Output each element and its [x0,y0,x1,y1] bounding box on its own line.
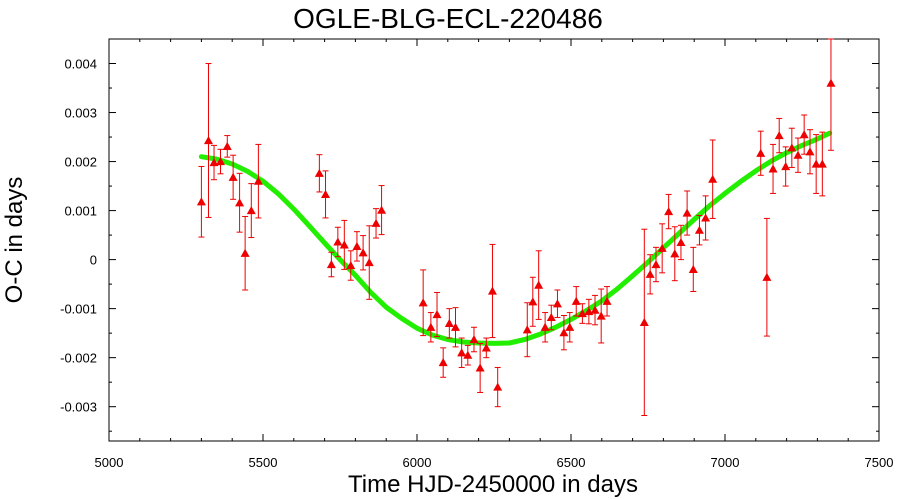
data-point [540,322,550,331]
data-point [438,358,448,367]
data-point [339,240,349,249]
data-point [444,318,454,327]
data-point [203,135,213,145]
data-point [457,348,467,357]
chart-title: OGLE-BLG-ECL-220486 [293,3,603,34]
data-point [451,322,460,331]
data-point [639,317,649,326]
data-point [481,343,491,352]
data-point [565,322,575,331]
y-tick-label: 0.002 [64,155,97,170]
data-point [756,148,766,157]
y-tick-label: 0.001 [64,204,97,219]
data-point [426,322,436,331]
data-point [571,296,581,305]
data-point [522,325,532,334]
y-tick-label: 0.004 [64,57,97,72]
data-point [768,164,778,173]
data-point [377,205,387,214]
x-tick-label: 7000 [711,455,740,470]
data-point [364,258,374,267]
y-tick-label: 0.003 [64,106,97,121]
data-point [209,158,219,167]
data-point [651,260,661,269]
x-axis-label: Time HJD-2450000 in days [348,471,638,498]
data-point [787,143,797,152]
data-point [826,78,836,87]
data-point [196,197,206,206]
fit-line [198,130,833,346]
y-tick-label: -0.001 [60,302,97,317]
data-point [358,248,368,257]
data-point [222,141,232,150]
y-tick-labels: 0.004 0.003 0.002 0.001 0 -0.001 -0.002 -0.003 [60,57,97,415]
x-tick-label: 5500 [249,455,278,470]
data-point [657,243,667,252]
data-point [682,208,692,217]
x-tick-label: 5000 [95,455,124,470]
data-point [333,237,343,246]
data-point [235,198,245,207]
data-point [552,299,562,308]
y-tick-label: -0.003 [60,400,97,415]
data-point [432,310,442,319]
data-point [475,363,485,372]
data-point [546,312,556,322]
data-point [371,218,381,227]
data-point [602,296,612,305]
data-point [701,213,711,222]
data-point [352,241,362,250]
data-point [762,272,772,281]
y-tick-label: -0.002 [60,351,97,366]
fit-curve [198,130,833,346]
data-point [817,159,827,168]
data-point [645,269,655,278]
data-point [664,207,674,216]
data-point [246,206,256,215]
y-axis-label: O-C in days [1,177,28,304]
data-point [774,131,784,140]
data-point [781,161,791,171]
data-point [708,174,718,183]
axis-ticks [108,39,880,441]
data-point [321,189,331,199]
data-point [528,297,538,306]
data-point [253,176,263,185]
x-tick-label: 6000 [403,455,432,470]
data-point [688,264,698,274]
data-point [596,311,606,320]
data-point [559,328,569,337]
data-point [676,237,686,247]
data-point [240,248,250,257]
data-points [196,38,836,417]
data-point [670,249,680,258]
data-point [487,286,497,295]
data-point [326,260,336,269]
data-point [215,157,225,166]
y-tick-label: 0 [90,253,97,268]
data-point [463,350,473,359]
data-point [793,150,803,159]
data-point [346,260,356,270]
x-tick-label: 6500 [557,455,586,470]
x-tick-labels: 5000 5500 6000 6500 7000 7500 [95,455,894,470]
data-point [418,298,428,307]
data-point [534,280,544,289]
data-point [811,159,821,168]
data-point [493,382,503,391]
data-point [590,305,600,314]
data-point [228,172,238,181]
data-point [694,225,704,234]
data-point [799,130,809,139]
data-point [805,147,815,156]
plot-frame [108,38,880,442]
x-tick-label: 7500 [865,455,894,470]
data-point [469,335,479,344]
data-point [314,168,324,177]
